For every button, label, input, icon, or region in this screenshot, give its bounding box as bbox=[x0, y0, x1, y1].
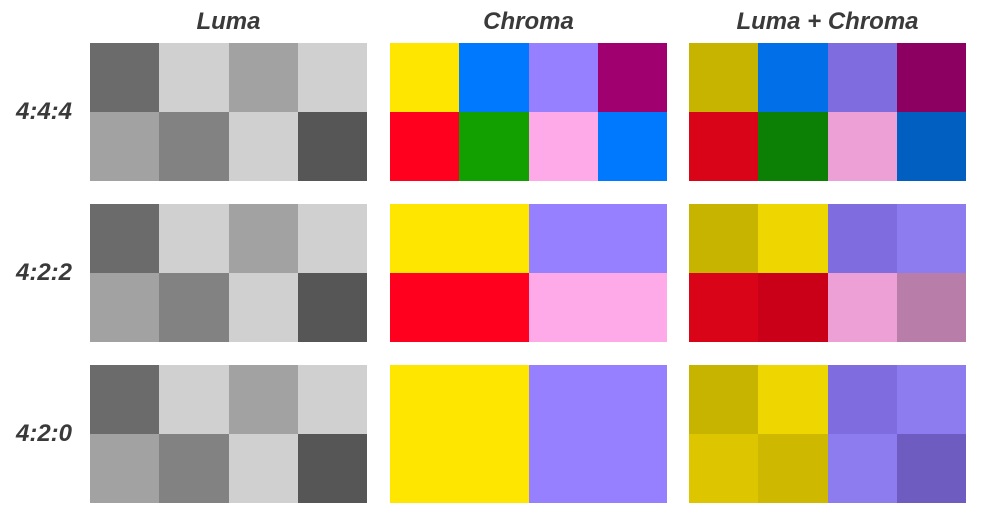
chroma-cell bbox=[597, 204, 667, 273]
luma-grid-4-4-4 bbox=[90, 43, 367, 181]
luma-cell bbox=[159, 43, 229, 112]
luma-cell bbox=[228, 112, 298, 181]
luma-cell bbox=[159, 204, 229, 273]
chroma-cell bbox=[597, 112, 667, 181]
chroma-cell bbox=[597, 434, 667, 503]
combined-cell bbox=[827, 43, 897, 112]
combined-cell bbox=[689, 434, 759, 503]
combined-cell bbox=[758, 365, 828, 434]
chroma-cell bbox=[459, 365, 529, 434]
chroma-cell bbox=[528, 112, 598, 181]
luma-cell bbox=[159, 112, 229, 181]
chroma-cell bbox=[528, 365, 598, 434]
chroma-grid-4-4-4 bbox=[390, 43, 667, 181]
column-title-luma: Luma bbox=[196, 8, 261, 35]
combined-cell bbox=[758, 434, 828, 503]
luma-cell bbox=[159, 434, 229, 503]
luma-cell bbox=[90, 43, 160, 112]
chroma-cell bbox=[528, 43, 598, 112]
luma-cell bbox=[228, 434, 298, 503]
luma-cell bbox=[297, 365, 367, 434]
combined-cell bbox=[758, 273, 828, 342]
chroma-cell bbox=[390, 434, 460, 503]
luma-cell bbox=[90, 204, 160, 273]
luma-cell bbox=[90, 273, 160, 342]
combined-cell bbox=[827, 112, 897, 181]
chroma-cell bbox=[390, 204, 460, 273]
combined-cell bbox=[758, 112, 828, 181]
combined-cell bbox=[827, 434, 897, 503]
row-label-4-2-0: 4:2:0 bbox=[15, 420, 73, 447]
combined-cell bbox=[896, 112, 966, 181]
combined-cell bbox=[896, 434, 966, 503]
column-title-chroma: Chroma bbox=[483, 8, 574, 35]
luma-cell bbox=[159, 273, 229, 342]
combined-cell bbox=[827, 273, 897, 342]
luma-cell bbox=[228, 204, 298, 273]
combined-cell bbox=[827, 365, 897, 434]
luma-cell bbox=[228, 273, 298, 342]
luma-cell bbox=[90, 112, 160, 181]
luma-cell bbox=[297, 112, 367, 181]
combined-cell bbox=[689, 365, 759, 434]
row-label-4-4-4: 4:4:4 bbox=[15, 98, 73, 125]
chroma-cell bbox=[459, 273, 529, 342]
chroma-cell bbox=[459, 43, 529, 112]
luma-cell bbox=[297, 204, 367, 273]
chroma-cell bbox=[528, 434, 598, 503]
combined-cell bbox=[758, 43, 828, 112]
combined-cell bbox=[827, 204, 897, 273]
chroma-grid-4-2-2 bbox=[390, 204, 667, 342]
combined-cell bbox=[689, 112, 759, 181]
chroma-cell bbox=[528, 204, 598, 273]
luma-grid-4-2-2 bbox=[90, 204, 367, 342]
column-title-luma-chroma: Luma + Chroma bbox=[736, 8, 919, 35]
combined-grid-4-4-4 bbox=[689, 43, 966, 181]
chroma-cell bbox=[390, 43, 460, 112]
chroma-cell bbox=[459, 434, 529, 503]
combined-cell bbox=[896, 273, 966, 342]
combined-grid-4-2-2 bbox=[689, 204, 966, 342]
chroma-cell bbox=[390, 112, 460, 181]
chroma-cell bbox=[528, 273, 598, 342]
luma-grid-4-2-0 bbox=[90, 365, 367, 503]
luma-cell bbox=[228, 43, 298, 112]
combined-cell bbox=[758, 204, 828, 273]
chroma-cell bbox=[597, 273, 667, 342]
luma-cell bbox=[297, 273, 367, 342]
combined-cell bbox=[896, 365, 966, 434]
chroma-cell bbox=[459, 204, 529, 273]
chroma-grid-4-2-0 bbox=[390, 365, 667, 503]
luma-cell bbox=[159, 365, 229, 434]
combined-cell bbox=[896, 43, 966, 112]
chroma-cell bbox=[390, 273, 460, 342]
chroma-cell bbox=[459, 112, 529, 181]
chroma-cell bbox=[390, 365, 460, 434]
luma-cell bbox=[297, 434, 367, 503]
combined-cell bbox=[896, 204, 966, 273]
combined-cell bbox=[689, 204, 759, 273]
combined-grid-4-2-0 bbox=[689, 365, 966, 503]
chroma-cell bbox=[597, 365, 667, 434]
luma-cell bbox=[90, 434, 160, 503]
combined-cell bbox=[689, 273, 759, 342]
row-label-4-2-2: 4:2:2 bbox=[15, 259, 73, 286]
luma-cell bbox=[297, 43, 367, 112]
chroma-cell bbox=[597, 43, 667, 112]
luma-cell bbox=[90, 365, 160, 434]
luma-cell bbox=[228, 365, 298, 434]
combined-cell bbox=[689, 43, 759, 112]
